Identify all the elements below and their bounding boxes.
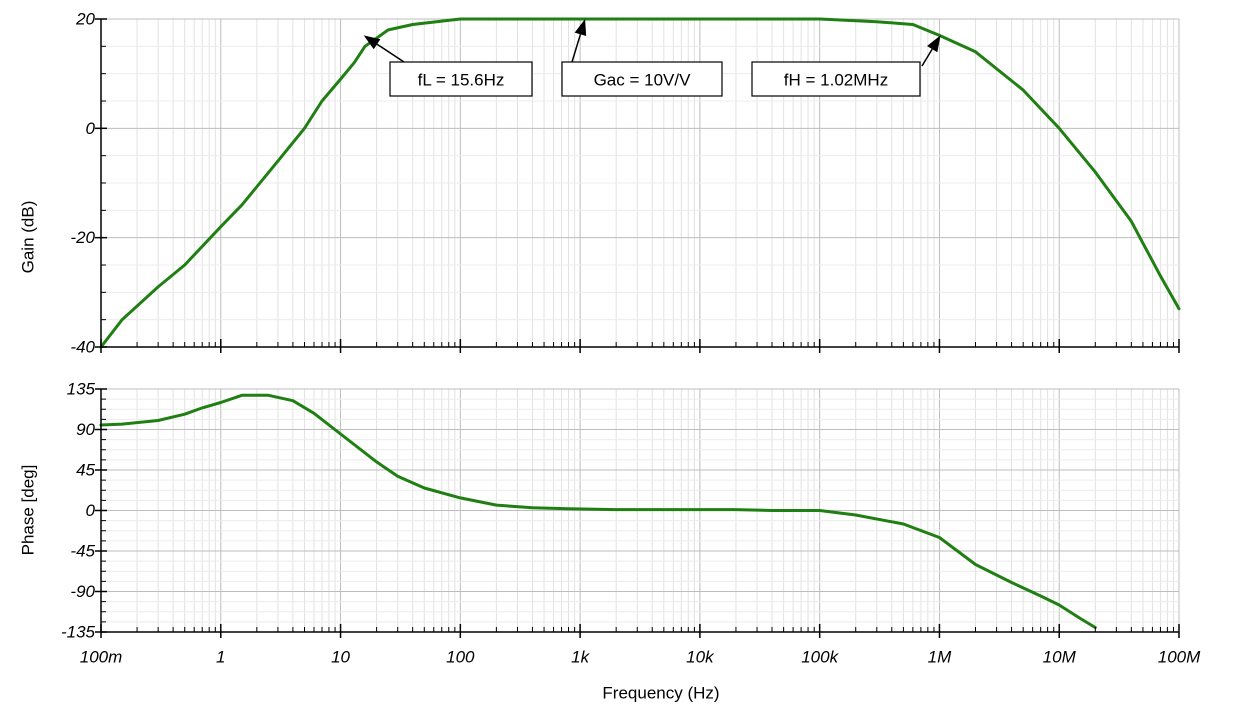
y-tick-label: 135 xyxy=(67,380,96,399)
y-tick-label: 0 xyxy=(86,119,96,138)
x-tick-label: 100k xyxy=(801,648,839,667)
y-tick-label: -135 xyxy=(61,623,96,642)
annotation-label: fH = 1.02MHz xyxy=(784,71,888,90)
annotation-arrowhead xyxy=(363,35,381,50)
x-tick-label: 1k xyxy=(571,648,590,667)
annotation-label: fL = 15.6Hz xyxy=(418,71,505,90)
x-tick-label: 100m xyxy=(80,648,123,667)
annotation-box xyxy=(751,61,921,97)
phase-curve xyxy=(99,393,1097,629)
x-tick-label: 100M xyxy=(1158,648,1201,667)
frequency-axis-title: Frequency (Hz) xyxy=(602,684,719,703)
x-tick-label: 10M xyxy=(1043,648,1077,667)
annotation-arrow-shaft xyxy=(921,48,933,67)
annotation-arrow-shaft xyxy=(376,43,405,63)
x-tick-label: 10 xyxy=(331,648,350,667)
y-tick-label: -90 xyxy=(70,582,95,601)
y-tick-label: 20 xyxy=(75,10,95,29)
x-tick-label: 1 xyxy=(216,648,225,667)
x-tick-label: 1M xyxy=(928,648,952,667)
y-tick-label: 45 xyxy=(76,461,95,480)
y-tick-label: 0 xyxy=(86,501,96,520)
x-tick-label: 10k xyxy=(686,648,715,667)
y-tick-label: 90 xyxy=(76,420,95,439)
gain-axis-title: Gain (dB) xyxy=(19,201,38,274)
annotation-callout: fL = 15.6Hz xyxy=(363,35,533,97)
phase-axis-title: Phase [deg] xyxy=(19,465,38,556)
annotation-box xyxy=(561,61,723,97)
annotation-arrowhead xyxy=(574,19,587,37)
gain-panel: 20 0 -20 -40 fL = 15.6Hz Gac = 10V/V fH = 1.02… xyxy=(70,10,1181,357)
annotation-arrowhead xyxy=(927,35,941,53)
annotation-callout: Gac = 10V/V xyxy=(561,19,723,97)
annotation-callout: fH = 1.02MHz xyxy=(751,35,941,97)
y-tick-label: -40 xyxy=(70,338,95,357)
x-tick-label: 100 xyxy=(446,648,475,667)
y-tick-label: -20 xyxy=(70,228,95,247)
gain-curve xyxy=(99,17,1181,349)
annotation-arrow-shaft xyxy=(571,34,582,63)
phase-panel: 135 90 45 0 -45 -90 -135 100m 1 10 100 1k 10k 100k 1M 1… xyxy=(61,380,1201,667)
y-tick-label: -45 xyxy=(70,542,95,561)
annotation-box xyxy=(389,61,533,97)
annotation-label: Gac = 10V/V xyxy=(594,71,692,90)
